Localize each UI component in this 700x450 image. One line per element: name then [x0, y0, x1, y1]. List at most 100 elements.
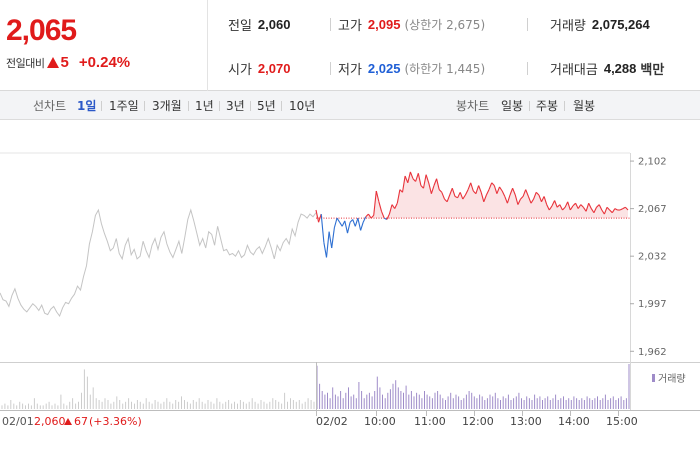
candle-weekly-button[interactable]: 주봉: [536, 99, 559, 113]
today-price-segment: [551, 200, 556, 207]
today-price-segment: [391, 204, 396, 209]
candle-chart-label: 봉차트: [456, 99, 490, 113]
today-price-segment: [577, 204, 582, 209]
today-price-segment: [412, 178, 417, 182]
stat-open: 시가 2,070: [228, 59, 290, 78]
today-price-segment: [451, 188, 456, 197]
today-price-segment: [386, 213, 390, 220]
today-price-segment: [517, 198, 521, 205]
period-3y-button[interactable]: 3년: [226, 99, 245, 113]
stat-label: 저가: [338, 63, 362, 78]
today-price-segment: [457, 192, 461, 199]
today-price-segment: [546, 204, 550, 211]
today-price-segment: [527, 196, 532, 204]
today-price-segment: [354, 217, 359, 227]
y-tick-label: 2,067: [638, 204, 667, 215]
divider: [529, 101, 530, 111]
today-price-segment: [622, 206, 626, 210]
today-price-segment: [596, 204, 600, 208]
today-price-segment: [375, 190, 380, 202]
today-price-segment: [520, 196, 524, 200]
today-price-segment: [530, 198, 535, 204]
today-price-segment: [438, 189, 443, 193]
today-price-segment: [491, 182, 495, 186]
today-price-segment: [543, 196, 548, 205]
triangle-up-icon: [64, 418, 72, 425]
today-price-segment: [464, 189, 469, 196]
today-price-segment: [328, 231, 333, 249]
today-price-segment: [378, 201, 383, 212]
today-price-segment: [325, 231, 330, 258]
period-1d-button[interactable]: 1일: [77, 99, 97, 113]
today-price-segment: [559, 204, 563, 211]
price-chart[interactable]: 2,102 2,067 2,032 1,997 1,962 02/01 02/02 10:0…: [0, 120, 700, 450]
today-price-segment: [360, 222, 364, 231]
volume-legend-swatch: [652, 374, 655, 382]
today-price-segment: [572, 202, 576, 207]
stat-value: 2,060: [257, 17, 291, 32]
today-price-segment: [396, 189, 401, 204]
today-price-segment: [341, 220, 346, 227]
period-1w-button[interactable]: 1주일: [109, 99, 139, 113]
quote-header: 2,065 전일대비 5 +0.24% 전일 2,060 고가 2,095 (상…: [0, 0, 700, 91]
today-price-segment: [433, 178, 438, 186]
today-price-segment: [506, 194, 511, 204]
period-10y-button[interactable]: 10년: [289, 99, 316, 113]
today-price-segment: [541, 196, 545, 203]
chart-svg: 2,102 2,067 2,032 1,997 1,962 02/01 02/02 10:0…: [0, 152, 700, 428]
stat-label: 거래량: [550, 19, 586, 34]
stat-low: 저가 2,025 (하한가 1,445): [338, 59, 485, 78]
today-price-segment: [509, 188, 514, 196]
candle-monthly-button[interactable]: 월봉: [573, 99, 596, 113]
today-price-segment: [499, 186, 503, 192]
y-tick-label: 2,102: [638, 157, 667, 168]
today-price-segment: [501, 190, 506, 197]
today-price-segment: [585, 203, 590, 212]
today-price-segment: [459, 192, 464, 200]
period-1y-button[interactable]: 1년: [195, 99, 214, 113]
today-price-segment: [483, 194, 487, 202]
today-price-segment: [318, 213, 322, 223]
period-5y-button[interactable]: 5년: [257, 99, 276, 113]
today-price-segment: [606, 206, 610, 211]
divider: [250, 101, 251, 111]
today-price-segment: [593, 207, 597, 213]
today-price-segment: [475, 185, 480, 194]
today-price-segment: [462, 194, 466, 200]
today-price-segment: [323, 242, 328, 258]
today-price-segment: [365, 213, 369, 218]
x-tick-label: 13:00: [510, 415, 542, 428]
today-price-segment: [472, 190, 477, 195]
today-price-segment: [488, 182, 493, 190]
prev-day-change: 67: [74, 415, 88, 428]
today-price-segment: [493, 185, 498, 194]
lower-limit: (하한가 1,445): [404, 62, 486, 76]
today-price-segment: [357, 217, 362, 231]
today-price-segment: [625, 206, 629, 211]
x-tick-label: 15:00: [606, 415, 638, 428]
today-price-segment: [407, 171, 411, 183]
today-price-segment: [404, 175, 409, 184]
today-price-segment: [401, 175, 406, 193]
today-price-segment: [535, 191, 540, 196]
current-price: 2,065: [6, 14, 77, 47]
above-reference-fill: [316, 171, 628, 219]
candle-daily-button[interactable]: 일봉: [501, 99, 524, 113]
today-price-segment: [609, 209, 613, 214]
stat-value: 2,075,264: [591, 17, 650, 32]
period-3m-button[interactable]: 3개월: [152, 99, 182, 113]
today-price-segment: [380, 211, 385, 219]
today-price-segment: [562, 206, 566, 211]
today-price-segment: [514, 194, 519, 205]
today-price-segment: [582, 206, 587, 212]
today-price-segment: [590, 208, 595, 213]
chart-toolbar: 선차트 1일 1주일 3개월 1년 3년 5년 10년 봉차트 일봉 주봉 월봉: [0, 91, 700, 120]
today-price-segment: [556, 204, 561, 208]
triangle-up-icon: [47, 57, 60, 68]
upper-limit: (상한가 2,675): [404, 18, 486, 32]
today-price-segment: [441, 192, 446, 200]
stat-volume: 거래량 2,075,264: [550, 15, 650, 34]
y-tick-label: 1,997: [638, 299, 667, 310]
today-price-segment: [339, 221, 343, 227]
stat-high: 고가 2,095 (상한가 2,675): [338, 15, 485, 34]
